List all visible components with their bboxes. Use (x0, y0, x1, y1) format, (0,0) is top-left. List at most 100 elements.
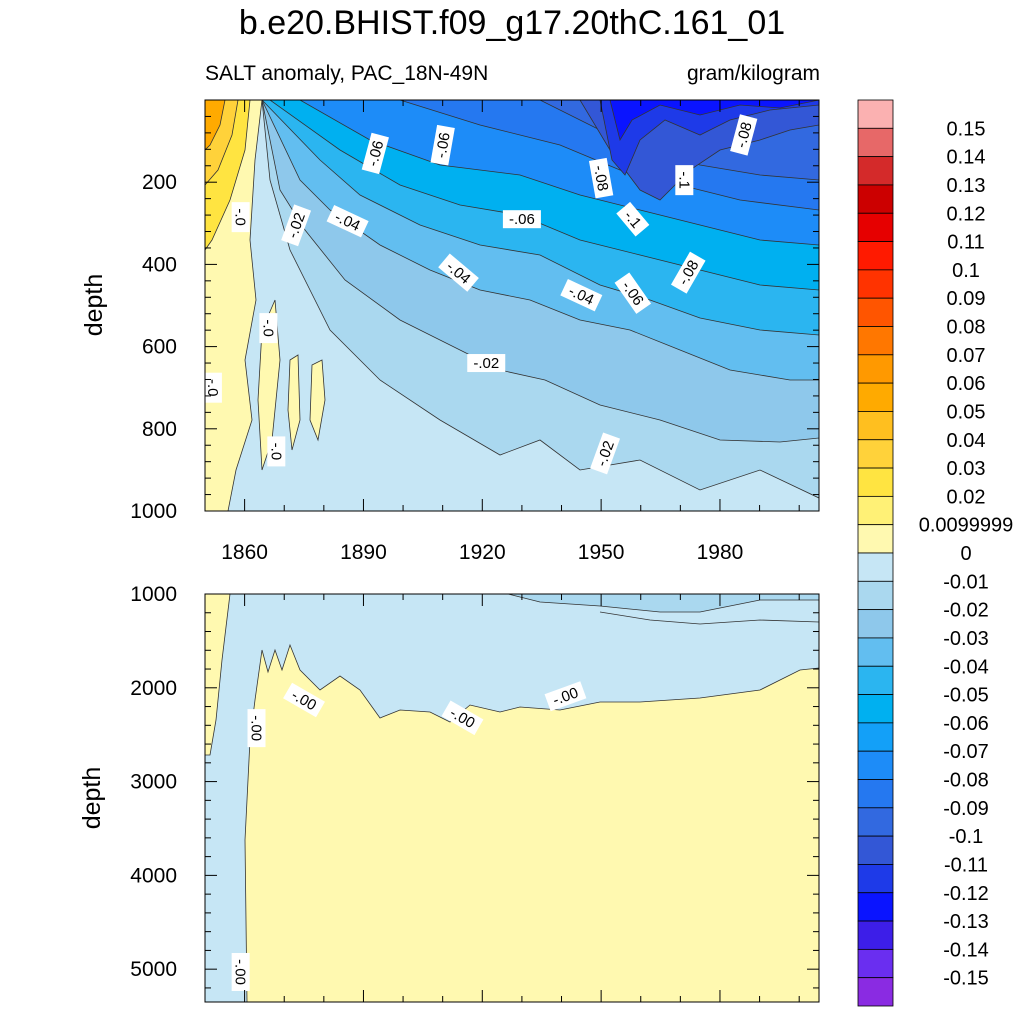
contour-label-bg (203, 372, 222, 403)
contour-label: -.06 (430, 124, 455, 166)
colorbar-label: -0.11 (944, 854, 988, 876)
contour-label: -.06 (614, 272, 652, 314)
y-tick-label: 2000 (130, 677, 177, 700)
colorbar-label: 0.05 (947, 401, 986, 423)
colorbar-label: 0.11 (947, 232, 984, 254)
contour-label-text: -.06 (364, 139, 387, 168)
colorbar-label: -0.14 (943, 939, 989, 961)
y-tick-label: 800 (142, 418, 177, 441)
x-tick-label: 1920 (459, 541, 506, 564)
y-tick-label: 200 (142, 171, 177, 194)
colorbar-box (857, 835, 894, 865)
colorbar-label: 0.09 (947, 288, 986, 310)
band-positive-patch (309, 359, 326, 442)
contour-label-bg (502, 210, 541, 229)
contour-label-bg (730, 114, 758, 156)
colorbar-label: 0.14 (947, 147, 986, 169)
y-tick-label: 600 (142, 336, 177, 359)
contour-label: -.0 (267, 436, 286, 467)
colorbar-label: 0.03 (947, 458, 986, 480)
colorbar-box (857, 524, 894, 554)
y-tick-label: 400 (142, 253, 177, 276)
contour-label-bg (670, 251, 706, 294)
contour-label-text: -.06 (509, 211, 535, 228)
contour-label-bg (247, 709, 266, 748)
band-positive-0.04 (205, 100, 226, 151)
contour-label: -.02 (467, 354, 506, 373)
colorbar-box (857, 977, 894, 1007)
colorbar-label: -0.12 (943, 883, 989, 905)
colorbar-label: 0.07 (947, 345, 986, 367)
contour-label-text: -.02 (473, 355, 499, 372)
upper-axes: 200 400 600 800 1000 1860 1890 1920 1950 1980 (130, 99, 819, 564)
contour-label: -.06 (361, 132, 389, 175)
contour-label-text: -.0 (267, 443, 284, 461)
contour-label-bg (259, 313, 278, 344)
colorbar-box (857, 439, 894, 469)
colorbar-box (857, 864, 894, 894)
colorbar-box (857, 156, 894, 186)
contour-label-bg (560, 279, 603, 312)
colorbar-label: 0 (960, 543, 971, 565)
y-tick-label: 3000 (130, 771, 177, 794)
x-tick-label: 1890 (340, 541, 387, 564)
contour-label-text: -.0 (259, 319, 276, 337)
x-tick-label: 1950 (578, 541, 625, 564)
colorbar-label: 0.02 (947, 486, 986, 508)
lower-axes: 1000 2000 3000 4000 5000 (130, 583, 819, 1002)
contour-label: -.0 (259, 313, 278, 344)
band-minus-0.02 (599, 611, 819, 625)
contour-label-bg (361, 132, 389, 175)
contour-label-bg (590, 432, 621, 475)
colorbar-label: 0.15 (947, 118, 986, 140)
band-minus-0.02 (507, 594, 819, 613)
colorbar-label: -0.15 (943, 968, 989, 990)
lower-contour-labels: -.00-.00-.00-.00-.00 (231, 681, 587, 991)
colorbar-label: -0.02 (943, 600, 989, 622)
colorbar-box (857, 127, 894, 158)
colorbar-box (857, 411, 894, 441)
colorbar-box (857, 184, 894, 214)
units-subtitle: gram/kilogram (686, 62, 820, 85)
colorbar-label: -0.01 (943, 571, 989, 593)
contour-label: -.08 (588, 157, 614, 199)
contour-label-bg (614, 272, 652, 314)
colorbar-label: -0.13 (943, 911, 989, 933)
colorbar-box (857, 694, 894, 724)
colorbar-label: -0.04 (943, 656, 989, 678)
band-positive-lower (244, 643, 819, 1002)
colorbar-label: -0.07 (943, 741, 989, 763)
contour-label: -.0 (203, 372, 222, 403)
colorbar-label: 0.04 (947, 430, 986, 452)
contour-label-text: -.00 (232, 959, 249, 985)
colorbar-box (857, 467, 894, 497)
contour-label-bg (544, 681, 587, 712)
contour-label: -.0 (231, 202, 250, 233)
contour-label-text: -.1 (675, 171, 692, 189)
contour-label: -.00 (231, 952, 250, 991)
colorbar-box (857, 722, 894, 752)
band-minus-0.12 (609, 100, 819, 142)
contour-label-text: -.06 (433, 131, 454, 159)
colorbar-box (857, 920, 894, 950)
colorbar-box (857, 241, 894, 271)
colorbar-box (857, 609, 894, 639)
colorbar-box (857, 382, 894, 412)
band-positive-patch (287, 354, 301, 451)
contour-label-bg (231, 952, 250, 991)
y-tick-label: 5000 (130, 958, 177, 981)
contour-label-bg (616, 201, 650, 237)
contour-label-bg (231, 202, 250, 233)
colorbar-box (857, 580, 894, 611)
contour-label: -.1 (675, 165, 694, 196)
colorbar-box (857, 326, 894, 356)
colorbar-label: 0.12 (947, 203, 986, 225)
contour-label-bg (281, 204, 312, 247)
contour-label: -.00 (247, 709, 266, 748)
colorbar-label: 0.08 (947, 317, 986, 339)
colorbar-box (857, 269, 894, 299)
contour-label-text: -.0 (232, 208, 249, 226)
contour-label-bg (267, 436, 286, 467)
colorbar-label: -0.09 (943, 798, 989, 820)
colorbar-box (857, 297, 894, 327)
